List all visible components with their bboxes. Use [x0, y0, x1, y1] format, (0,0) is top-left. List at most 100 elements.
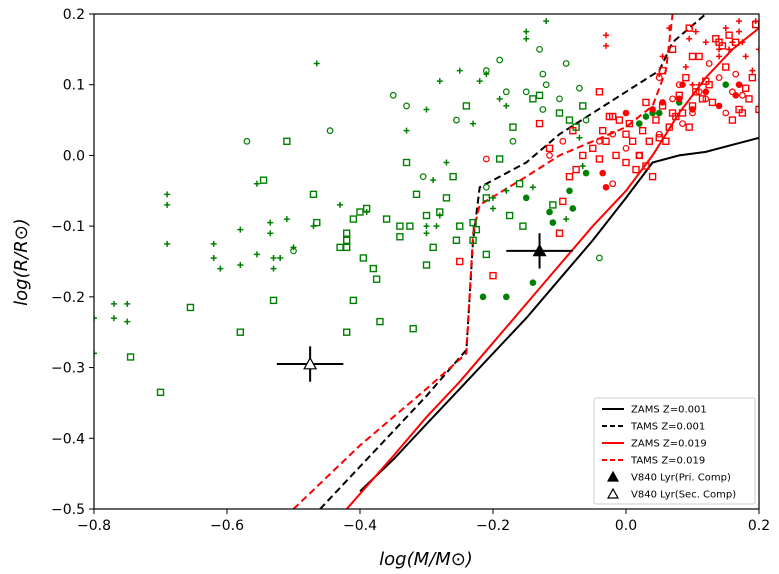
data-point-plus [270, 265, 277, 272]
data-point-square [732, 38, 740, 46]
data-point-square [236, 328, 245, 336]
y-tick-label: 0.1 [63, 78, 85, 94]
data-point-square [628, 137, 637, 145]
data-point-plus [403, 127, 410, 134]
data-point-square [356, 208, 364, 216]
data-point-circle [679, 120, 686, 128]
data-point-filled [715, 102, 723, 110]
data-point-square [662, 137, 670, 145]
data-point-square [622, 158, 630, 167]
data-point-plus [277, 254, 284, 261]
data-point-filled [529, 279, 537, 287]
data-point-circle [326, 127, 334, 135]
data-point-plus [529, 184, 536, 191]
data-point-plus [739, 39, 746, 46]
data-point-square [469, 236, 477, 244]
data-point-square [692, 88, 700, 96]
data-point-plus [210, 240, 217, 247]
data-point-plus [543, 18, 550, 25]
x-tick-label: −0.2 [476, 518, 510, 534]
data-point-circle [705, 60, 713, 67]
data-point-square [565, 172, 574, 181]
data-point-plus [603, 32, 610, 39]
data-point-plus [696, 81, 703, 88]
legend-label: TAMS Z=0.019 [630, 456, 705, 467]
data-point-filled [566, 187, 573, 195]
track-tams-z-0-019 [292, 14, 674, 509]
data-point-plus [456, 67, 463, 74]
data-point-square [589, 144, 597, 153]
x-tick-label: 0.0 [615, 518, 637, 534]
data-point-plus [164, 201, 171, 208]
legend-swatch-triangle [606, 470, 620, 482]
data-point-square [359, 254, 368, 262]
data-point-plus [313, 60, 320, 67]
data-point-square [406, 222, 414, 230]
data-point-circle [562, 60, 570, 67]
data-point-square [559, 197, 567, 206]
plot-area [94, 14, 759, 509]
data-point-plus [164, 240, 171, 247]
data-point-circle [596, 254, 603, 262]
data-point-filled [622, 109, 630, 117]
data-point-square [343, 229, 351, 237]
y-tick-label: −0.4 [51, 431, 85, 447]
data-point-square [579, 102, 587, 110]
data-point-plus [503, 102, 510, 109]
data-point-square [705, 81, 713, 89]
data-point-square [505, 211, 514, 220]
data-point-plus [267, 219, 274, 226]
data-point-square [376, 317, 384, 326]
data-point-square [442, 194, 451, 202]
data-point-square [509, 123, 517, 131]
data-point-filled [546, 208, 553, 216]
data-point-square [369, 264, 377, 273]
track-tams-z-0-001 [319, 14, 707, 509]
data-point-filled [649, 106, 656, 113]
data-point-plus [443, 159, 450, 166]
data-point-square [642, 162, 650, 170]
data-point-square [529, 95, 537, 103]
legend-label: ZAMS Z=0.019 [631, 439, 707, 450]
data-point-circle [453, 116, 460, 124]
data-point-square [409, 324, 417, 333]
data-point-circle [482, 67, 490, 74]
data-point-plus [237, 226, 244, 233]
data-point-filled [636, 120, 643, 127]
data-point-circle [582, 116, 590, 124]
data-point-filled [689, 106, 696, 113]
data-point-plus [423, 230, 430, 237]
data-point-plus [666, 25, 673, 32]
data-point-square [362, 204, 371, 213]
data-point-plus [283, 216, 290, 223]
data-point-plus [124, 318, 131, 325]
data-point-square [698, 95, 707, 103]
data-point-square [668, 45, 677, 54]
data-point-circle [609, 130, 617, 138]
data-point-square [396, 233, 404, 241]
x-axis-title: log(M/M⊙) [379, 549, 473, 570]
data-point-circle [669, 95, 676, 103]
data-point-plus [110, 315, 117, 322]
data-point-circle [596, 137, 603, 145]
data-point-square [549, 201, 557, 209]
data-point-circle [502, 88, 510, 96]
data-point-square [648, 172, 657, 181]
data-point-square [738, 109, 747, 117]
y-axis-title: log(R/R⊙) [11, 218, 32, 306]
plot-frame [93, 13, 760, 510]
data-point-plus [736, 18, 743, 25]
data-point-filled [702, 88, 710, 96]
data-point-plus [523, 35, 530, 42]
data-point-square [615, 116, 624, 124]
data-point-square [545, 144, 554, 153]
data-point-square [678, 109, 687, 117]
data-point-square [645, 137, 653, 145]
legend-label: ZAMS Z=0.001 [631, 405, 707, 416]
data-point-plus [503, 187, 510, 194]
data-point-square [382, 215, 391, 223]
data-point-circle [559, 137, 567, 145]
data-point-circle [389, 91, 397, 99]
data-point-circle [576, 84, 583, 92]
